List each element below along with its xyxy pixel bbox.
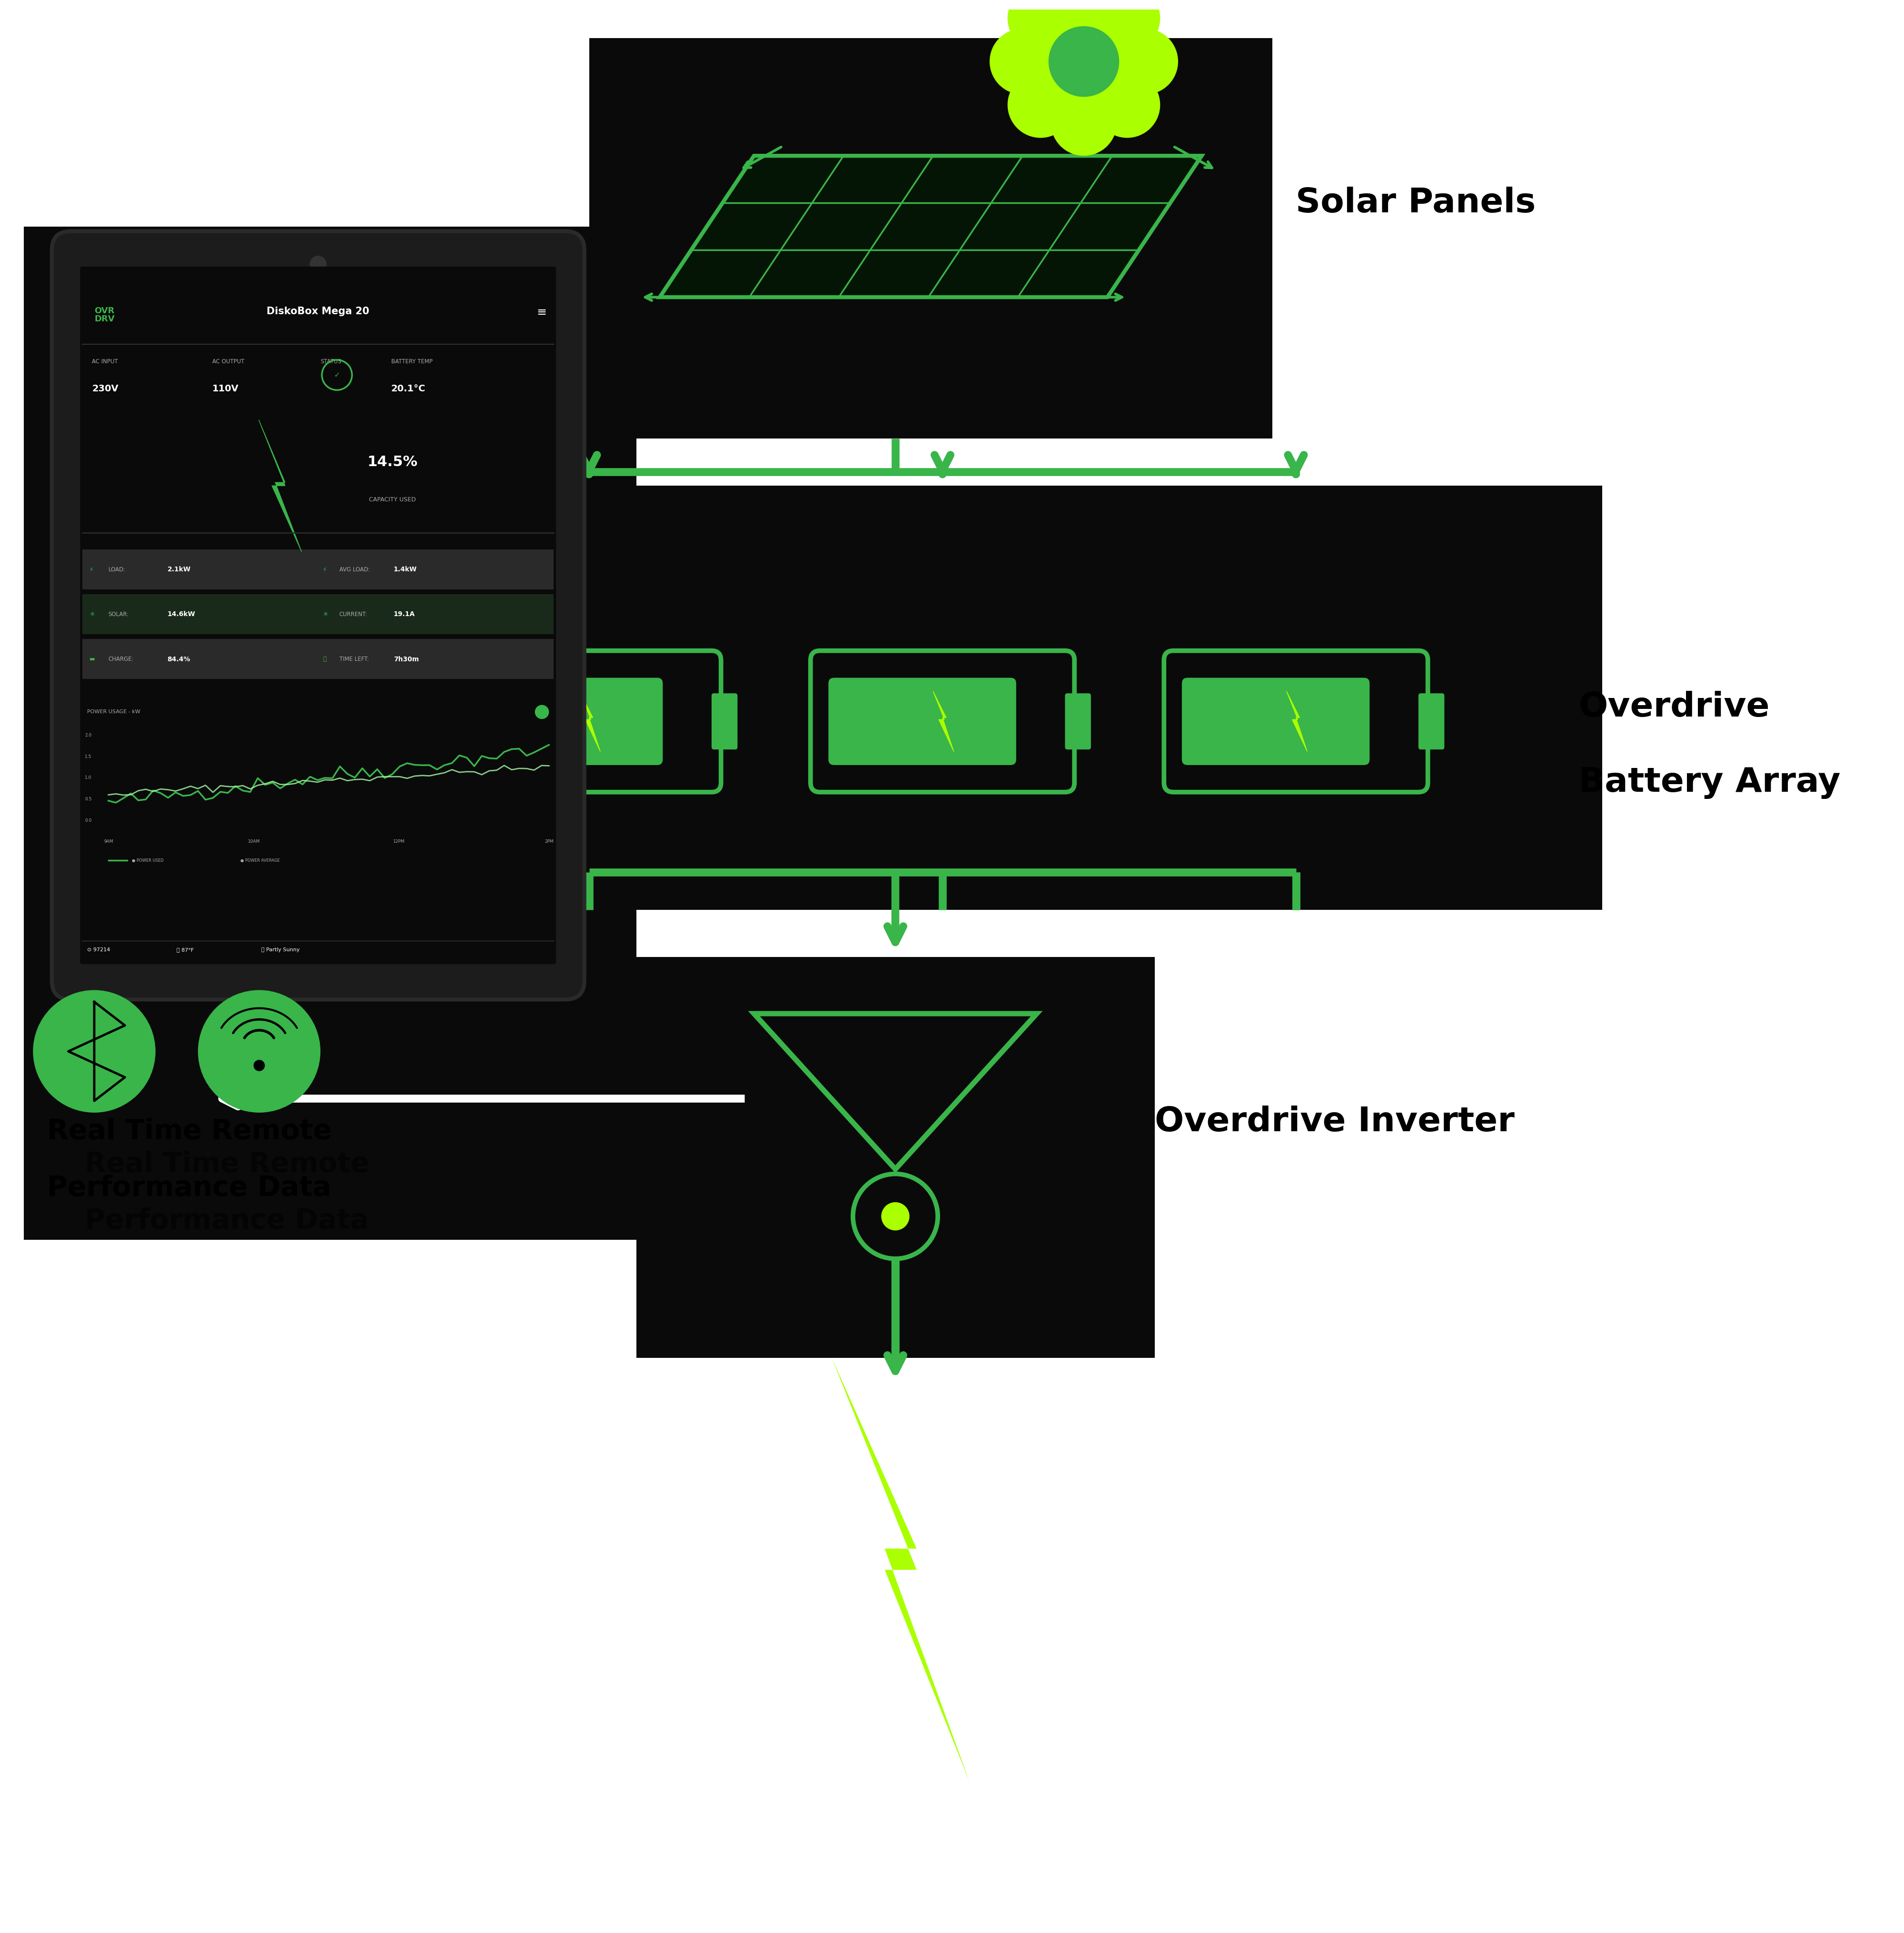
Text: CURRENT:: CURRENT: bbox=[339, 611, 367, 617]
Text: 2.1kW: 2.1kW bbox=[168, 566, 190, 572]
Text: 7h30m: 7h30m bbox=[394, 655, 419, 663]
Text: SOLAR:: SOLAR: bbox=[109, 611, 129, 617]
Text: DiskoBox Mega 20: DiskoBox Mega 20 bbox=[267, 307, 369, 317]
Text: 20.1°C: 20.1°C bbox=[390, 385, 425, 394]
FancyBboxPatch shape bbox=[23, 226, 636, 1005]
FancyBboxPatch shape bbox=[457, 651, 722, 793]
Text: 110V: 110V bbox=[211, 385, 238, 394]
Circle shape bbox=[1051, 89, 1118, 157]
Text: AC OUTPUT: AC OUTPUT bbox=[211, 358, 244, 365]
Text: 14.5%: 14.5% bbox=[367, 456, 417, 470]
FancyBboxPatch shape bbox=[82, 549, 554, 590]
Text: 230V: 230V bbox=[91, 385, 118, 394]
FancyBboxPatch shape bbox=[712, 694, 737, 750]
FancyBboxPatch shape bbox=[23, 1005, 636, 1239]
Text: ⚡: ⚡ bbox=[89, 566, 93, 572]
Text: 1.0: 1.0 bbox=[86, 775, 91, 781]
Circle shape bbox=[1112, 29, 1179, 95]
Text: ▬: ▬ bbox=[89, 655, 95, 663]
Circle shape bbox=[853, 1173, 939, 1258]
Text: ● POWER AVERAGE: ● POWER AVERAGE bbox=[240, 858, 280, 862]
Text: Overdrive: Overdrive bbox=[1578, 690, 1771, 723]
Polygon shape bbox=[832, 1357, 969, 1782]
FancyBboxPatch shape bbox=[828, 678, 1017, 765]
Polygon shape bbox=[579, 692, 600, 752]
FancyBboxPatch shape bbox=[51, 232, 585, 999]
FancyBboxPatch shape bbox=[1163, 651, 1428, 793]
FancyBboxPatch shape bbox=[1418, 694, 1445, 750]
Text: AVG LOAD:: AVG LOAD: bbox=[339, 566, 369, 572]
Circle shape bbox=[1095, 0, 1160, 50]
Text: Performance Data: Performance Data bbox=[48, 1175, 331, 1202]
Circle shape bbox=[1095, 72, 1160, 137]
Circle shape bbox=[535, 706, 548, 719]
Circle shape bbox=[198, 990, 320, 1113]
FancyBboxPatch shape bbox=[636, 957, 1154, 1357]
Text: Battery Array: Battery Array bbox=[1578, 765, 1841, 798]
Text: 84.4%: 84.4% bbox=[168, 655, 190, 663]
Text: CHARGE:: CHARGE: bbox=[109, 655, 133, 663]
Text: 0.0: 0.0 bbox=[86, 818, 91, 823]
Text: ✳: ✳ bbox=[89, 611, 95, 617]
Text: LOAD:: LOAD: bbox=[109, 566, 126, 572]
FancyBboxPatch shape bbox=[588, 39, 1272, 439]
Circle shape bbox=[310, 255, 327, 273]
Text: ✓: ✓ bbox=[333, 371, 341, 379]
Circle shape bbox=[1007, 0, 1074, 50]
FancyBboxPatch shape bbox=[1182, 678, 1369, 765]
Text: 🌡 87°F: 🌡 87°F bbox=[177, 947, 194, 953]
Polygon shape bbox=[1287, 692, 1308, 752]
Text: 1.5: 1.5 bbox=[86, 754, 91, 760]
Text: CAPACITY USED: CAPACITY USED bbox=[369, 497, 415, 503]
Text: ⊙ 97214: ⊙ 97214 bbox=[88, 947, 110, 953]
FancyBboxPatch shape bbox=[474, 678, 663, 765]
Circle shape bbox=[990, 29, 1055, 95]
Text: TIME LEFT:: TIME LEFT: bbox=[339, 655, 369, 663]
Text: STATUS: STATUS bbox=[320, 358, 341, 365]
FancyBboxPatch shape bbox=[329, 485, 1603, 910]
Circle shape bbox=[1051, 0, 1118, 33]
Text: ⚡: ⚡ bbox=[324, 566, 327, 572]
Circle shape bbox=[1049, 27, 1120, 97]
Circle shape bbox=[32, 990, 156, 1113]
Text: POWER USAGE - kW: POWER USAGE - kW bbox=[88, 709, 141, 715]
Text: AC INPUT: AC INPUT bbox=[91, 358, 118, 365]
Text: OVR
DRV: OVR DRV bbox=[95, 307, 114, 323]
Polygon shape bbox=[754, 1013, 1036, 1169]
Circle shape bbox=[882, 1202, 910, 1231]
Text: BATTERY TEMP: BATTERY TEMP bbox=[390, 358, 432, 365]
Text: 10AM: 10AM bbox=[248, 839, 259, 843]
Text: Real Time Remote: Real Time Remote bbox=[48, 1117, 331, 1144]
Text: Real Time Remote: Real Time Remote bbox=[86, 1150, 369, 1177]
Text: ✳: ✳ bbox=[324, 611, 327, 617]
Text: 14.6kW: 14.6kW bbox=[168, 611, 196, 619]
Text: ● POWER USED: ● POWER USED bbox=[131, 858, 164, 862]
Text: ⛅ Partly Sunny: ⛅ Partly Sunny bbox=[261, 947, 301, 953]
FancyBboxPatch shape bbox=[82, 593, 554, 634]
Text: Overdrive Inverter: Overdrive Inverter bbox=[1154, 1106, 1514, 1139]
Polygon shape bbox=[661, 157, 1201, 298]
FancyBboxPatch shape bbox=[80, 267, 556, 965]
Text: 12PM: 12PM bbox=[394, 839, 406, 843]
Text: Performance Data: Performance Data bbox=[86, 1208, 369, 1235]
Polygon shape bbox=[259, 419, 301, 551]
FancyBboxPatch shape bbox=[811, 651, 1074, 793]
Text: 1.4kW: 1.4kW bbox=[394, 566, 417, 572]
Text: Solar Panels: Solar Panels bbox=[1297, 186, 1537, 218]
Circle shape bbox=[253, 1059, 265, 1071]
Text: ≡: ≡ bbox=[537, 307, 546, 319]
FancyBboxPatch shape bbox=[1064, 694, 1091, 750]
Text: 2PM: 2PM bbox=[545, 839, 554, 843]
FancyBboxPatch shape bbox=[82, 640, 554, 678]
Text: 0.5: 0.5 bbox=[86, 796, 91, 802]
Circle shape bbox=[1007, 72, 1074, 137]
Text: 2.0: 2.0 bbox=[86, 733, 91, 738]
Text: 9AM: 9AM bbox=[103, 839, 112, 843]
Text: 19.1A: 19.1A bbox=[394, 611, 415, 619]
Text: ⏱: ⏱ bbox=[324, 655, 326, 663]
Polygon shape bbox=[933, 692, 954, 752]
